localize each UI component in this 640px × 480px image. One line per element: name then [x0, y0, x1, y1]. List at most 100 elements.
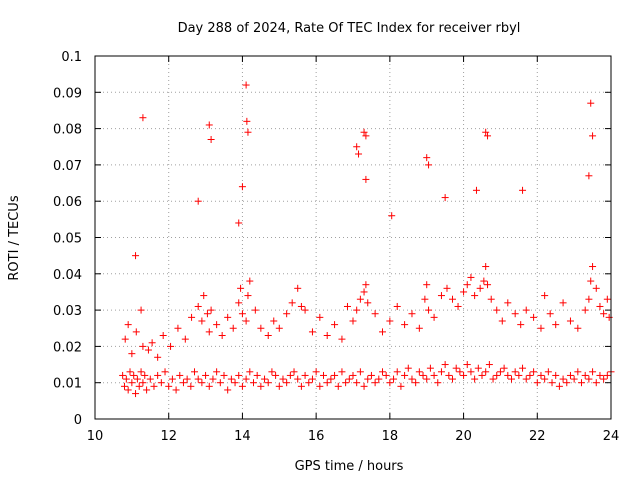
- data-point: [218, 332, 226, 340]
- y-tick-label: 0.02: [53, 340, 82, 355]
- data-point: [165, 382, 173, 390]
- data-point: [176, 371, 184, 379]
- data-point: [421, 295, 429, 303]
- data-point: [578, 379, 586, 387]
- data-point: [430, 313, 438, 321]
- data-point: [242, 317, 250, 325]
- data-point: [121, 335, 129, 343]
- data-point: [353, 306, 361, 314]
- data-point: [144, 346, 152, 354]
- data-point: [209, 375, 217, 383]
- data-point: [207, 306, 215, 314]
- data-point: [471, 292, 479, 300]
- data-point: [375, 375, 383, 383]
- data-point: [482, 263, 490, 271]
- data-point: [360, 128, 368, 136]
- data-point: [187, 382, 195, 390]
- y-tick-label: 0.09: [53, 86, 82, 101]
- data-point: [139, 379, 147, 387]
- data-point: [537, 324, 545, 332]
- data-point: [430, 371, 438, 379]
- data-point: [264, 379, 272, 387]
- data-point: [559, 375, 567, 383]
- data-point: [546, 310, 554, 318]
- data-point: [555, 382, 563, 390]
- data-point: [541, 375, 549, 383]
- data-point: [404, 364, 412, 372]
- data-point: [355, 150, 363, 158]
- data-point: [441, 361, 449, 369]
- data-point: [312, 368, 320, 376]
- data-point: [530, 368, 538, 376]
- data-point: [200, 292, 208, 300]
- data-point: [423, 154, 431, 162]
- data-point: [484, 281, 492, 289]
- data-point: [227, 375, 235, 383]
- data-point: [327, 375, 335, 383]
- data-point: [279, 375, 287, 383]
- data-point: [592, 379, 600, 387]
- data-point: [235, 219, 243, 227]
- x-tick-label: 22: [529, 429, 546, 444]
- data-point: [345, 375, 353, 383]
- data-point: [237, 284, 245, 292]
- data-point: [154, 371, 162, 379]
- data-point: [174, 324, 182, 332]
- data-point: [472, 186, 480, 194]
- data-point: [596, 302, 604, 310]
- data-point: [338, 335, 346, 343]
- data-point: [148, 339, 156, 347]
- chart-title: Day 288 of 2024, Rate Of TEC Index for r…: [178, 21, 521, 36]
- data-point: [467, 368, 475, 376]
- data-point: [471, 375, 479, 383]
- data-point: [476, 284, 484, 292]
- data-point: [397, 382, 405, 390]
- data-point: [194, 197, 202, 205]
- data-point: [482, 128, 490, 136]
- data-point: [159, 332, 167, 340]
- data-point: [246, 368, 254, 376]
- data-point: [434, 379, 442, 387]
- data-point: [415, 324, 423, 332]
- data-point: [441, 194, 449, 202]
- data-point: [362, 175, 370, 183]
- data-point: [243, 117, 251, 125]
- data-point: [132, 390, 140, 398]
- data-point: [552, 321, 560, 329]
- data-point: [559, 299, 567, 307]
- data-point: [356, 295, 364, 303]
- data-point: [408, 310, 416, 318]
- data-point: [587, 277, 595, 285]
- data-point: [585, 295, 593, 303]
- data-point: [401, 371, 409, 379]
- data-point: [231, 379, 239, 387]
- data-point: [141, 371, 149, 379]
- data-point: [445, 371, 453, 379]
- data-point: [425, 306, 433, 314]
- data-point: [229, 324, 237, 332]
- data-point: [205, 121, 213, 129]
- data-point: [443, 284, 451, 292]
- data-point: [191, 368, 199, 376]
- data-point: [570, 375, 578, 383]
- data-point: [425, 161, 433, 169]
- data-point: [589, 368, 597, 376]
- data-point: [154, 353, 162, 361]
- data-point: [338, 368, 346, 376]
- data-point: [349, 317, 357, 325]
- data-point: [246, 277, 254, 285]
- data-point: [541, 292, 549, 300]
- data-point: [517, 321, 525, 329]
- data-point: [356, 368, 364, 376]
- data-point: [519, 364, 527, 372]
- data-point: [224, 313, 232, 321]
- data-point: [526, 371, 534, 379]
- x-tick-label: 12: [160, 429, 177, 444]
- data-point: [320, 371, 328, 379]
- data-point: [533, 379, 541, 387]
- data-point: [126, 368, 134, 376]
- data-points: [119, 81, 615, 398]
- data-point: [393, 368, 401, 376]
- data-point: [589, 263, 597, 271]
- data-point: [600, 310, 608, 318]
